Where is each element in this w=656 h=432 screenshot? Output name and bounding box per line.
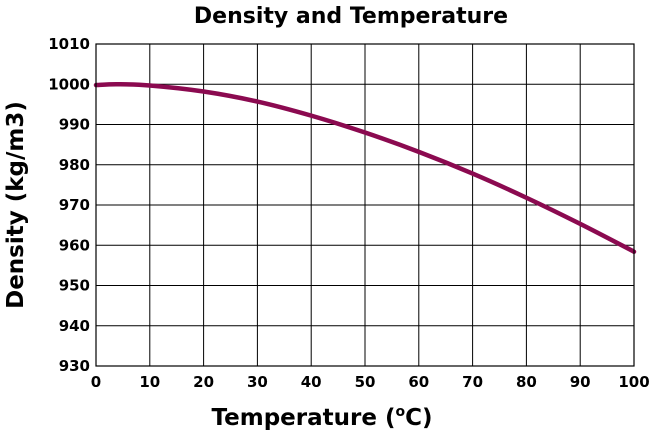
y-tick-label: 950 <box>59 277 90 295</box>
y-tick-label: 970 <box>59 196 90 214</box>
y-tick-label: 930 <box>59 357 90 375</box>
x-axis-label-degree: o <box>395 404 405 420</box>
y-tick-label: 960 <box>59 236 90 254</box>
x-tick-label: 20 <box>193 373 214 391</box>
x-tick-label: 60 <box>408 373 429 391</box>
x-tick-label: 0 <box>91 373 101 391</box>
x-tick-label: 90 <box>570 373 591 391</box>
x-tick-label: 10 <box>139 373 160 391</box>
x-tick-label: 50 <box>355 373 376 391</box>
y-axis-label: Density (kg/m3) <box>3 101 29 309</box>
density-line <box>93 81 637 254</box>
x-tick-label: 80 <box>516 373 537 391</box>
chart-title: Density and Temperature <box>194 4 508 29</box>
series-layer <box>93 81 637 254</box>
grid <box>95 43 635 367</box>
x-axis-label: Temperature (oC) <box>212 404 433 431</box>
x-tick-label: 70 <box>462 373 483 391</box>
x-axis-label-unit: C) <box>405 405 432 431</box>
y-tick-label: 1010 <box>48 35 90 53</box>
y-tick-label: 980 <box>59 156 90 174</box>
x-tick-label: 40 <box>301 373 322 391</box>
x-tick-label: 100 <box>618 373 649 391</box>
x-tick-label: 30 <box>247 373 268 391</box>
y-tick-label: 1000 <box>48 75 90 93</box>
plot-frame <box>95 43 635 367</box>
y-tick-label: 940 <box>59 317 90 335</box>
y-tick-label: 990 <box>59 116 90 134</box>
tick-labels: 0 10 20 30 40 50 60 70 80 90 100 930 940 950 960 970 980… <box>48 35 649 391</box>
x-axis-label-main: Temperature ( <box>212 405 396 431</box>
